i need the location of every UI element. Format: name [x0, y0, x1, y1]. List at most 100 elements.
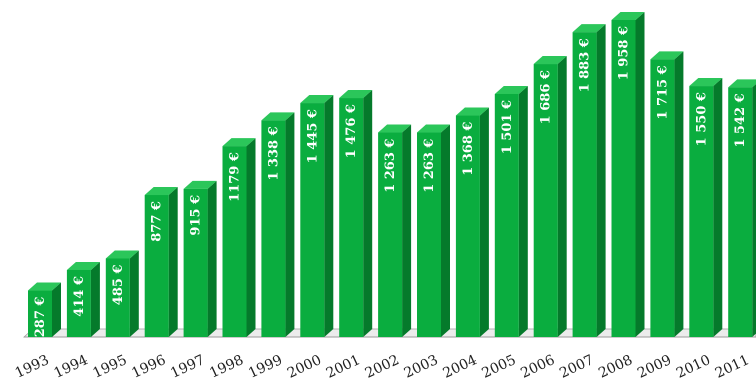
bar-side — [207, 180, 217, 337]
data-label-2004: 1 368 € — [461, 122, 476, 176]
bar-1998 — [222, 138, 256, 337]
bar-2009 — [650, 51, 684, 337]
bar-side — [168, 187, 178, 337]
bar-front — [533, 64, 558, 337]
bar-side — [90, 261, 100, 337]
bar-top — [339, 90, 373, 99]
x-tick-2004: 2004 — [441, 352, 480, 381]
x-tick-2009: 2009 — [635, 352, 674, 381]
bars — [28, 12, 756, 338]
x-tick-1995: 1995 — [90, 352, 129, 381]
bar-1996 — [144, 187, 178, 337]
data-label-1996: 877 € — [150, 201, 165, 242]
data-label-2008: 1 958 € — [617, 26, 632, 80]
bar-front — [455, 115, 480, 338]
bar-1995 — [105, 250, 139, 337]
bar-top — [533, 56, 567, 65]
bar-2001 — [339, 90, 373, 337]
x-tick-1996: 1996 — [129, 352, 168, 381]
bar-side — [129, 250, 139, 337]
data-label-2002: 1 263 € — [383, 139, 398, 193]
bar-top — [650, 51, 684, 60]
bar-top — [28, 282, 61, 291]
bar-top — [183, 180, 217, 189]
data-label-2001: 1 476 € — [344, 104, 359, 158]
x-tick-2006: 2006 — [518, 352, 557, 381]
bar-top — [494, 85, 528, 94]
bar-top — [611, 12, 645, 20]
bar-front — [105, 258, 130, 337]
bar-top — [455, 107, 489, 116]
bar-front — [689, 86, 714, 337]
bar-top — [378, 124, 412, 133]
bar-1993 — [28, 282, 61, 337]
bar-front — [300, 103, 325, 337]
bar-front — [417, 132, 441, 337]
data-label-1997: 915 € — [189, 195, 204, 236]
bar-2007 — [572, 24, 606, 338]
x-tick-1999: 1999 — [246, 352, 285, 381]
bar-top — [144, 187, 178, 196]
bar-top — [300, 95, 334, 104]
x-tick-2005: 2005 — [479, 352, 518, 381]
data-label-1993: 287 € — [33, 297, 48, 338]
bar-side — [479, 107, 489, 338]
bar-top — [261, 112, 295, 121]
bar-side — [596, 24, 606, 338]
data-label-2006: 1 686 € — [539, 70, 554, 124]
data-label-2003: 1 263 € — [422, 139, 437, 193]
bar-top — [728, 79, 756, 88]
data-label-1998: 1179 € — [228, 152, 243, 202]
bar-side — [752, 83, 756, 337]
bar-side — [52, 282, 61, 337]
bar-front — [261, 120, 286, 338]
data-label-2000: 1 445 € — [305, 109, 320, 163]
bar-side — [441, 124, 450, 337]
x-tick-2001: 2001 — [324, 352, 363, 381]
bar-side — [363, 90, 373, 337]
bar-2010 — [689, 78, 723, 337]
x-tick-2010: 2010 — [674, 352, 713, 381]
x-tick-2008: 2008 — [596, 352, 635, 381]
bar-2008 — [611, 12, 645, 337]
x-tick-1997: 1997 — [168, 352, 207, 381]
bar-front — [339, 98, 364, 337]
bar-side — [246, 138, 256, 337]
bar-1999 — [261, 112, 295, 338]
bar-front — [378, 132, 403, 337]
data-label-2009: 1 715 € — [655, 65, 670, 119]
data-label-2007: 1 883 € — [578, 38, 593, 92]
bar-side — [674, 51, 684, 337]
data-label-2005: 1 501 € — [500, 100, 515, 154]
bar-top — [105, 250, 139, 259]
bar-front — [494, 93, 519, 337]
data-label-1994: 414 € — [72, 276, 87, 317]
bar-2000 — [300, 95, 334, 337]
bar-side — [324, 95, 334, 337]
bar-side — [518, 85, 528, 337]
bar-side — [713, 78, 723, 337]
x-tick-1998: 1998 — [207, 352, 246, 381]
bar-top — [572, 24, 606, 33]
bar-front — [650, 59, 675, 337]
bar-front — [183, 188, 208, 337]
bar-top — [222, 138, 256, 147]
bar-1997 — [183, 180, 217, 337]
bar-1994 — [66, 261, 100, 337]
bar-2006 — [533, 56, 567, 337]
bar-2005 — [494, 85, 528, 337]
x-axis-tick-labels: 1993 1994 1995 1996 1997 1998 1999 2000 2001 2002… — [13, 352, 752, 381]
bar-front — [66, 269, 91, 337]
data-label-1999: 1 338 € — [266, 126, 281, 180]
bar-top — [417, 124, 450, 133]
data-label-1995: 485 € — [111, 264, 126, 305]
bar-side — [285, 112, 295, 338]
bar-front — [28, 290, 52, 337]
data-label-2010: 1 550 € — [694, 92, 709, 146]
x-tick-2002: 2002 — [363, 352, 402, 381]
bar-top — [689, 78, 723, 87]
bar-side — [402, 124, 412, 337]
bar-top — [66, 261, 100, 270]
x-tick-2011: 2011 — [713, 352, 752, 381]
